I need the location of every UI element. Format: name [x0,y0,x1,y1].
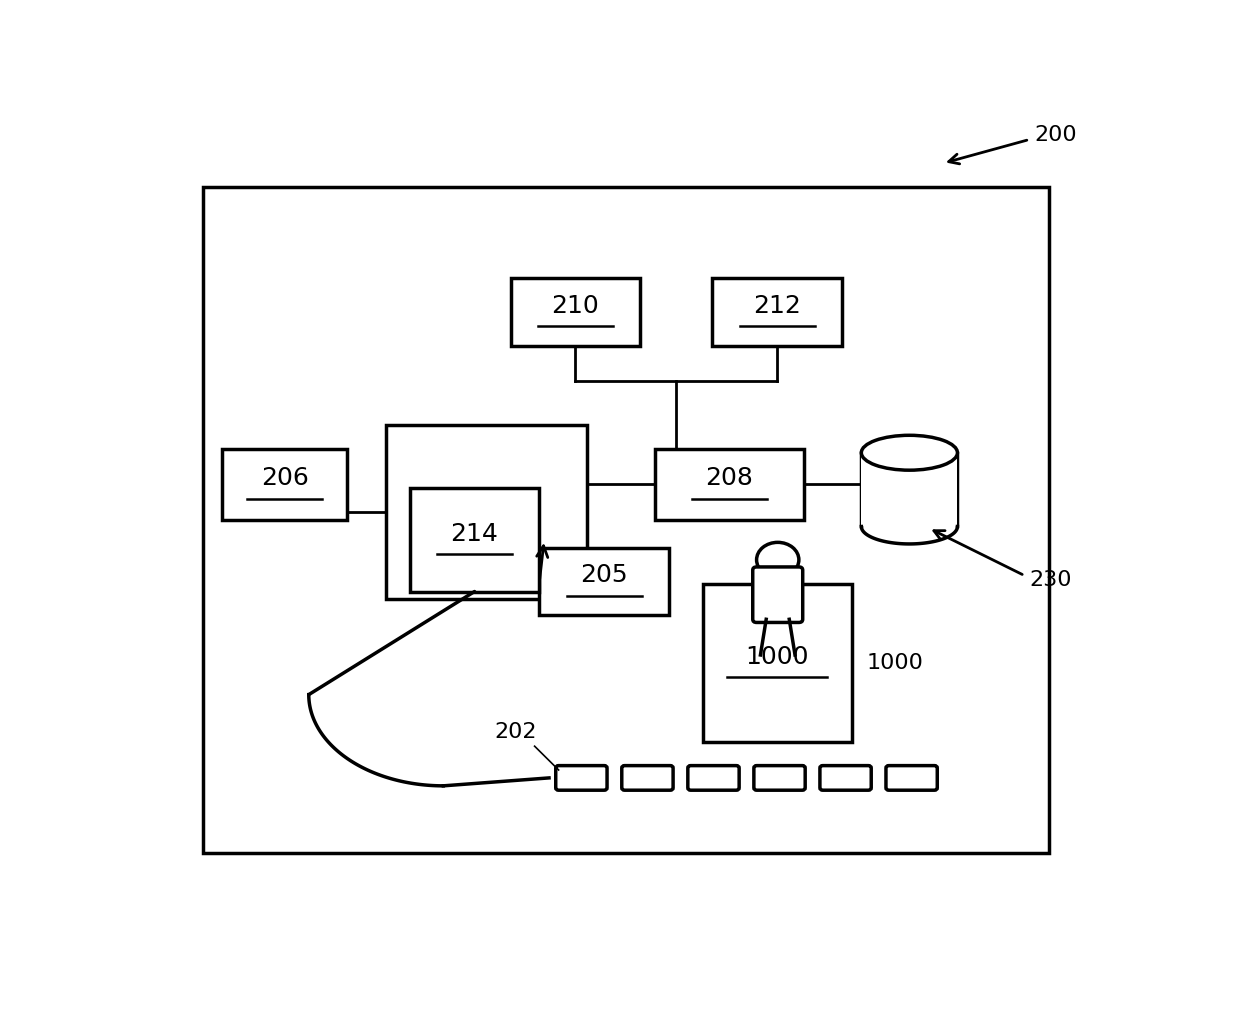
FancyBboxPatch shape [621,765,673,790]
Bar [712,278,842,346]
Text: 208: 208 [706,467,753,490]
Text: 200: 200 [1034,126,1076,145]
Bar [539,548,670,615]
Circle shape [756,543,799,577]
Bar [703,584,852,743]
Text: 212: 212 [754,294,801,317]
Text: 1000: 1000 [745,645,808,668]
Ellipse shape [862,436,957,470]
FancyBboxPatch shape [885,765,937,790]
Bar [386,425,588,599]
FancyBboxPatch shape [753,566,802,622]
Text: 230: 230 [1029,570,1073,589]
FancyBboxPatch shape [556,765,608,790]
Text: 210: 210 [552,294,599,317]
Text: 214: 214 [450,521,498,546]
Bar [862,436,957,526]
FancyBboxPatch shape [820,765,872,790]
Text: 206: 206 [260,467,309,490]
Bar [203,187,1049,853]
Text: 204: 204 [463,493,511,518]
Text: 205: 205 [580,563,629,587]
FancyBboxPatch shape [754,765,805,790]
Text: 202: 202 [494,722,537,743]
FancyBboxPatch shape [688,765,739,790]
Bar [409,488,539,591]
Text: 1000: 1000 [866,653,923,673]
Bar [655,449,804,520]
Bar [222,449,347,520]
Bar [511,278,640,346]
